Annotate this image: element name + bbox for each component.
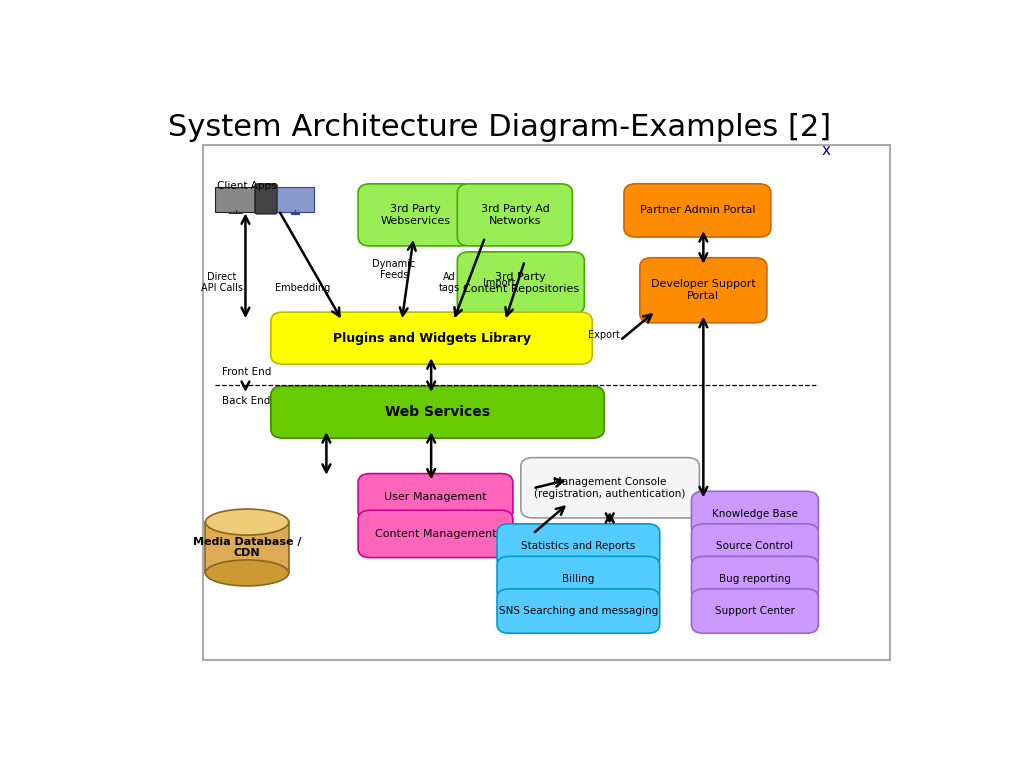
FancyBboxPatch shape bbox=[458, 252, 585, 314]
Text: Export: Export bbox=[588, 329, 621, 339]
Text: Ad
tags: Ad tags bbox=[439, 272, 460, 293]
Text: Client Apps: Client Apps bbox=[217, 180, 276, 190]
Text: Dynamic
Feeds: Dynamic Feeds bbox=[373, 259, 416, 280]
Text: System Architecture Diagram-Examples [2]: System Architecture Diagram-Examples [2] bbox=[168, 113, 830, 142]
FancyBboxPatch shape bbox=[270, 386, 604, 438]
Text: User Management: User Management bbox=[384, 492, 486, 502]
FancyBboxPatch shape bbox=[691, 524, 818, 568]
FancyBboxPatch shape bbox=[640, 258, 767, 323]
FancyBboxPatch shape bbox=[204, 145, 890, 660]
Text: Source Control: Source Control bbox=[717, 541, 794, 551]
Text: Embedding: Embedding bbox=[275, 283, 330, 293]
FancyBboxPatch shape bbox=[624, 184, 771, 237]
Text: 3rd Party
Webservices: 3rd Party Webservices bbox=[381, 204, 451, 226]
FancyBboxPatch shape bbox=[497, 556, 659, 601]
Text: 3rd Party Ad
Networks: 3rd Party Ad Networks bbox=[480, 204, 549, 226]
FancyBboxPatch shape bbox=[358, 474, 513, 521]
FancyBboxPatch shape bbox=[497, 589, 659, 634]
FancyBboxPatch shape bbox=[691, 589, 818, 634]
FancyBboxPatch shape bbox=[215, 187, 257, 212]
FancyBboxPatch shape bbox=[255, 184, 278, 214]
Text: Direct
API Calls: Direct API Calls bbox=[201, 272, 243, 293]
FancyBboxPatch shape bbox=[278, 187, 313, 212]
Text: Content Management: Content Management bbox=[375, 529, 497, 539]
FancyBboxPatch shape bbox=[458, 184, 572, 246]
Text: Back End: Back End bbox=[221, 396, 270, 406]
FancyBboxPatch shape bbox=[358, 510, 513, 558]
Text: Plugins and Widgets Library: Plugins and Widgets Library bbox=[333, 332, 530, 345]
FancyBboxPatch shape bbox=[270, 312, 592, 364]
Ellipse shape bbox=[206, 509, 289, 535]
Text: Web Services: Web Services bbox=[385, 405, 490, 419]
Text: x: x bbox=[822, 143, 830, 157]
FancyBboxPatch shape bbox=[691, 556, 818, 601]
Text: SNS Searching and messaging: SNS Searching and messaging bbox=[499, 606, 658, 616]
Text: Bug reporting: Bug reporting bbox=[719, 574, 791, 584]
Text: Partner Admin Portal: Partner Admin Portal bbox=[640, 205, 755, 216]
Text: Knowledge Base: Knowledge Base bbox=[712, 508, 798, 518]
FancyBboxPatch shape bbox=[691, 492, 818, 536]
FancyBboxPatch shape bbox=[521, 458, 699, 518]
Text: Front End: Front End bbox=[221, 367, 271, 377]
Text: 3rd Party
Content Repositories: 3rd Party Content Repositories bbox=[463, 272, 579, 293]
Text: Import: Import bbox=[483, 277, 516, 287]
Ellipse shape bbox=[206, 560, 289, 586]
FancyBboxPatch shape bbox=[358, 184, 473, 246]
Text: Media Database /
CDN: Media Database / CDN bbox=[193, 537, 301, 558]
FancyBboxPatch shape bbox=[206, 522, 289, 573]
Text: Billing: Billing bbox=[562, 574, 595, 584]
Text: Statistics and Reports: Statistics and Reports bbox=[521, 541, 636, 551]
FancyBboxPatch shape bbox=[497, 524, 659, 568]
Text: Support Center: Support Center bbox=[715, 606, 795, 616]
Text: Management Console
(registration, authentication): Management Console (registration, authen… bbox=[535, 477, 686, 498]
Text: Developer Support
Portal: Developer Support Portal bbox=[651, 280, 756, 301]
